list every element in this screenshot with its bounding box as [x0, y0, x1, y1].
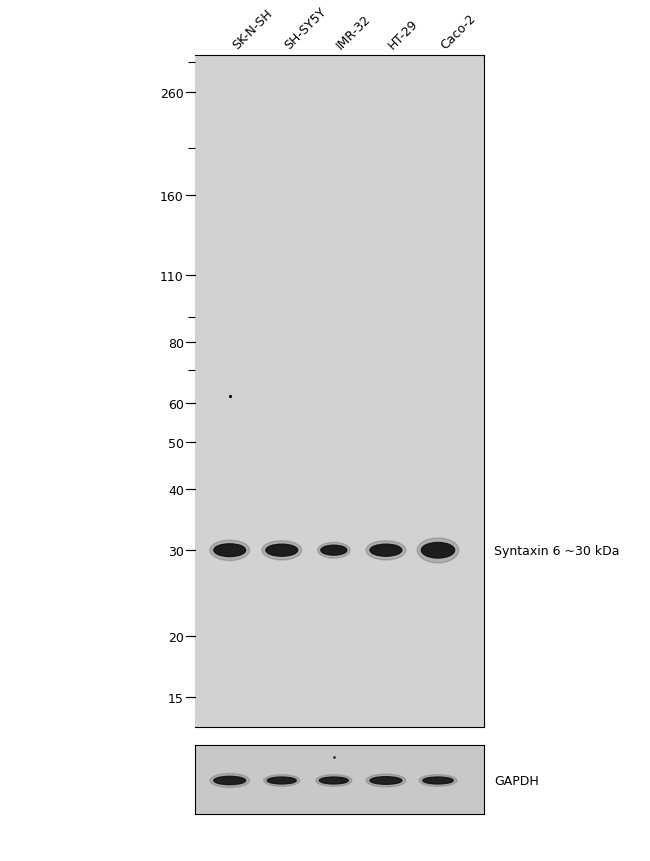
- Text: SH-SY5Y: SH-SY5Y: [281, 5, 328, 52]
- Ellipse shape: [421, 542, 454, 559]
- Ellipse shape: [262, 541, 302, 561]
- Ellipse shape: [366, 774, 406, 787]
- Ellipse shape: [267, 777, 296, 784]
- Ellipse shape: [210, 773, 250, 788]
- Ellipse shape: [214, 777, 246, 784]
- Ellipse shape: [318, 542, 350, 559]
- Ellipse shape: [319, 777, 348, 784]
- Text: IMR-32: IMR-32: [334, 12, 373, 52]
- Ellipse shape: [422, 777, 453, 784]
- Text: Caco-2: Caco-2: [438, 11, 478, 52]
- Ellipse shape: [370, 544, 402, 556]
- Ellipse shape: [366, 541, 406, 561]
- Text: HT-29: HT-29: [386, 17, 421, 52]
- Text: GAPDH: GAPDH: [495, 774, 539, 787]
- Ellipse shape: [419, 775, 457, 786]
- Text: Syntaxin 6 ~30 kDa: Syntaxin 6 ~30 kDa: [495, 544, 620, 557]
- Ellipse shape: [264, 775, 300, 786]
- Ellipse shape: [214, 544, 246, 557]
- Ellipse shape: [316, 775, 352, 786]
- Text: SK-N-SH: SK-N-SH: [229, 7, 275, 52]
- Ellipse shape: [370, 777, 402, 784]
- Ellipse shape: [266, 544, 298, 556]
- Ellipse shape: [321, 546, 347, 555]
- Ellipse shape: [210, 541, 250, 561]
- Ellipse shape: [417, 538, 459, 563]
